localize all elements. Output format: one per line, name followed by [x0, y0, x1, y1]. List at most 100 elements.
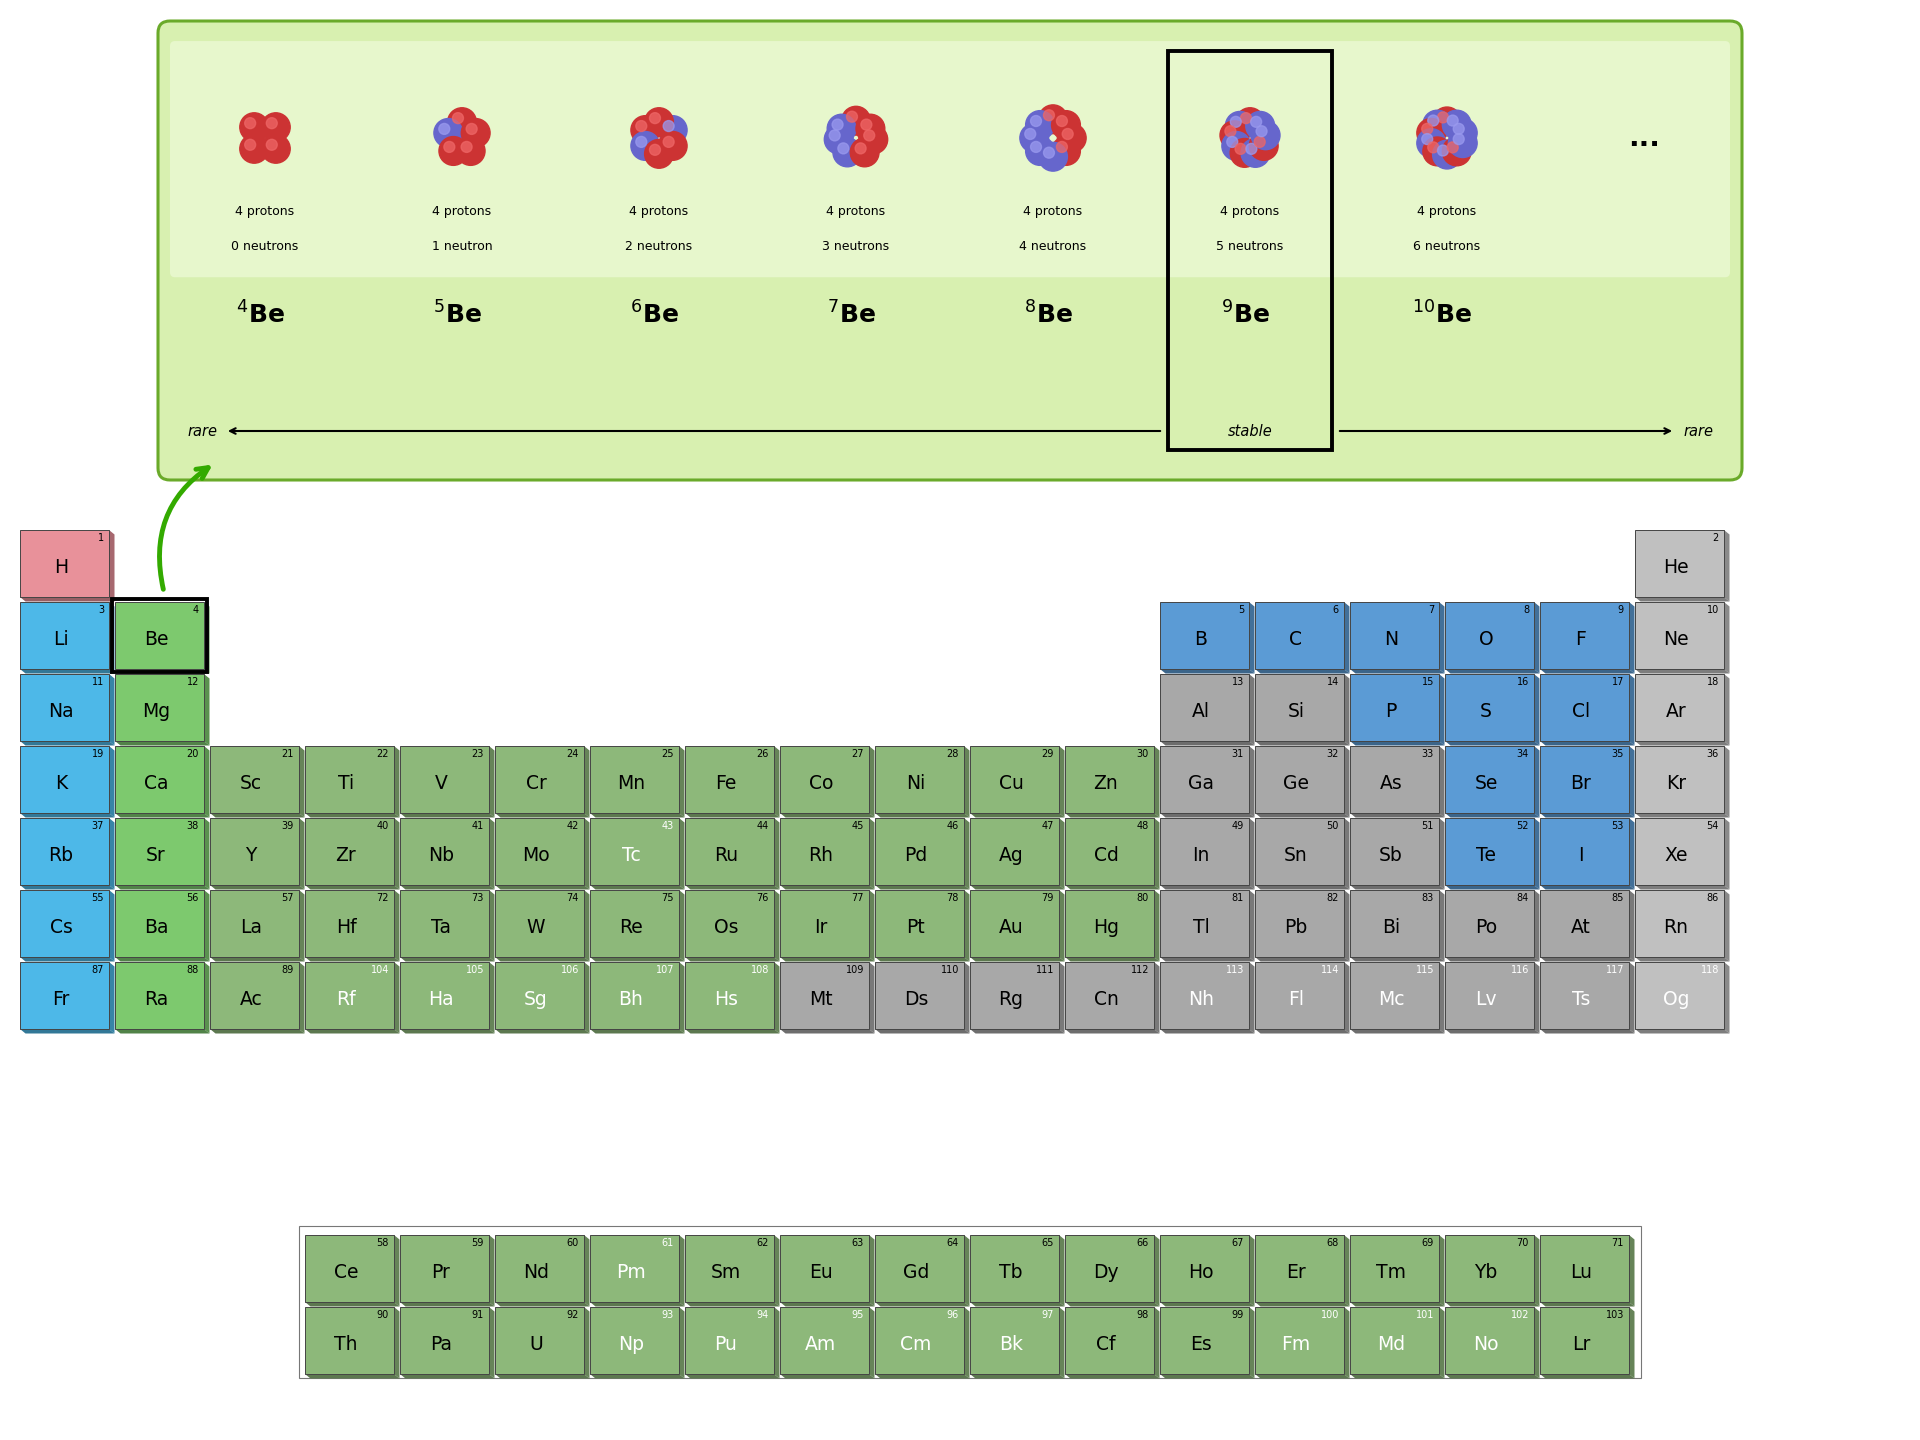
- Text: 26: 26: [756, 749, 770, 759]
- Circle shape: [1056, 141, 1068, 153]
- Circle shape: [457, 137, 486, 166]
- Circle shape: [864, 130, 876, 141]
- Text: Hf: Hf: [336, 919, 357, 937]
- Polygon shape: [109, 746, 115, 818]
- Polygon shape: [209, 958, 305, 962]
- Polygon shape: [1066, 886, 1160, 890]
- Polygon shape: [19, 886, 115, 890]
- Bar: [1636, 674, 1724, 742]
- Polygon shape: [495, 1374, 589, 1378]
- Text: 37: 37: [92, 821, 104, 831]
- Bar: [780, 962, 870, 1030]
- Text: 61: 61: [662, 1238, 674, 1248]
- Bar: [399, 818, 490, 886]
- Polygon shape: [19, 670, 115, 674]
- Polygon shape: [1350, 1302, 1444, 1306]
- Circle shape: [1052, 137, 1081, 166]
- Text: 20: 20: [186, 749, 200, 759]
- Text: I: I: [1578, 847, 1584, 865]
- Bar: [1446, 1236, 1534, 1302]
- Polygon shape: [1060, 1308, 1064, 1378]
- Circle shape: [662, 121, 674, 131]
- Polygon shape: [1154, 746, 1160, 818]
- Text: As: As: [1380, 775, 1402, 793]
- Text: Eu: Eu: [808, 1263, 833, 1282]
- Text: Sb: Sb: [1379, 847, 1404, 865]
- Text: 54: 54: [1707, 821, 1718, 831]
- Circle shape: [1039, 105, 1068, 134]
- Polygon shape: [394, 962, 399, 1034]
- Text: 14: 14: [1327, 677, 1338, 687]
- Bar: [115, 746, 204, 814]
- Text: 68: 68: [1327, 1238, 1338, 1248]
- Text: Ba: Ba: [144, 919, 169, 937]
- Text: 91: 91: [472, 1310, 484, 1320]
- Bar: [115, 674, 204, 742]
- Polygon shape: [19, 1030, 115, 1034]
- Polygon shape: [115, 958, 209, 962]
- Circle shape: [1225, 125, 1236, 137]
- Bar: [1446, 890, 1534, 958]
- Polygon shape: [589, 1302, 685, 1306]
- Polygon shape: [1446, 670, 1540, 674]
- Text: Tl: Tl: [1192, 919, 1210, 937]
- Bar: [1066, 1308, 1154, 1374]
- Polygon shape: [399, 1374, 495, 1378]
- Text: 31: 31: [1233, 749, 1244, 759]
- Circle shape: [662, 137, 674, 147]
- Polygon shape: [964, 1236, 970, 1306]
- Text: 63: 63: [852, 1238, 864, 1248]
- Text: 104: 104: [371, 965, 390, 975]
- Text: 90: 90: [376, 1310, 390, 1320]
- Polygon shape: [1724, 602, 1730, 674]
- Polygon shape: [774, 818, 780, 890]
- Polygon shape: [115, 886, 209, 890]
- Polygon shape: [1160, 1374, 1254, 1378]
- Circle shape: [1432, 140, 1461, 168]
- Text: Tc: Tc: [622, 847, 639, 865]
- Text: Ar: Ar: [1665, 703, 1686, 721]
- Bar: [589, 962, 680, 1030]
- Text: Si: Si: [1288, 703, 1304, 721]
- Polygon shape: [1446, 814, 1540, 818]
- Circle shape: [1442, 111, 1471, 140]
- Polygon shape: [1344, 890, 1350, 962]
- Bar: [1636, 890, 1724, 958]
- Text: $^{10}$Be: $^{10}$Be: [1411, 301, 1473, 328]
- Text: 72: 72: [376, 893, 390, 903]
- Text: 100: 100: [1321, 1310, 1338, 1320]
- Text: 84: 84: [1517, 893, 1528, 903]
- Bar: [495, 1308, 584, 1374]
- Polygon shape: [964, 818, 970, 890]
- Text: Gd: Gd: [902, 1263, 929, 1282]
- Text: Rf: Rf: [336, 991, 355, 1009]
- Polygon shape: [1534, 746, 1540, 818]
- Bar: [1540, 890, 1628, 958]
- Bar: [876, 890, 964, 958]
- Polygon shape: [1256, 1302, 1350, 1306]
- Text: Ge: Ge: [1283, 775, 1309, 793]
- Polygon shape: [1350, 1030, 1444, 1034]
- Polygon shape: [1446, 958, 1540, 962]
- Polygon shape: [109, 818, 115, 890]
- Polygon shape: [1724, 530, 1730, 602]
- Polygon shape: [589, 886, 685, 890]
- Polygon shape: [870, 1236, 874, 1306]
- Polygon shape: [1724, 746, 1730, 818]
- Bar: [19, 962, 109, 1030]
- Bar: [305, 1236, 394, 1302]
- Text: Br: Br: [1571, 775, 1592, 793]
- Text: 23: 23: [472, 749, 484, 759]
- Text: 86: 86: [1707, 893, 1718, 903]
- Polygon shape: [1446, 742, 1540, 746]
- Text: K: K: [56, 775, 67, 793]
- Text: 9: 9: [1619, 605, 1624, 615]
- Polygon shape: [1160, 670, 1254, 674]
- Text: 45: 45: [852, 821, 864, 831]
- Text: $^{9}$Be: $^{9}$Be: [1221, 301, 1269, 328]
- Polygon shape: [1540, 1374, 1634, 1378]
- Text: 82: 82: [1327, 893, 1338, 903]
- Bar: [495, 962, 584, 1030]
- Text: Cn: Cn: [1094, 991, 1117, 1009]
- Polygon shape: [1636, 886, 1730, 890]
